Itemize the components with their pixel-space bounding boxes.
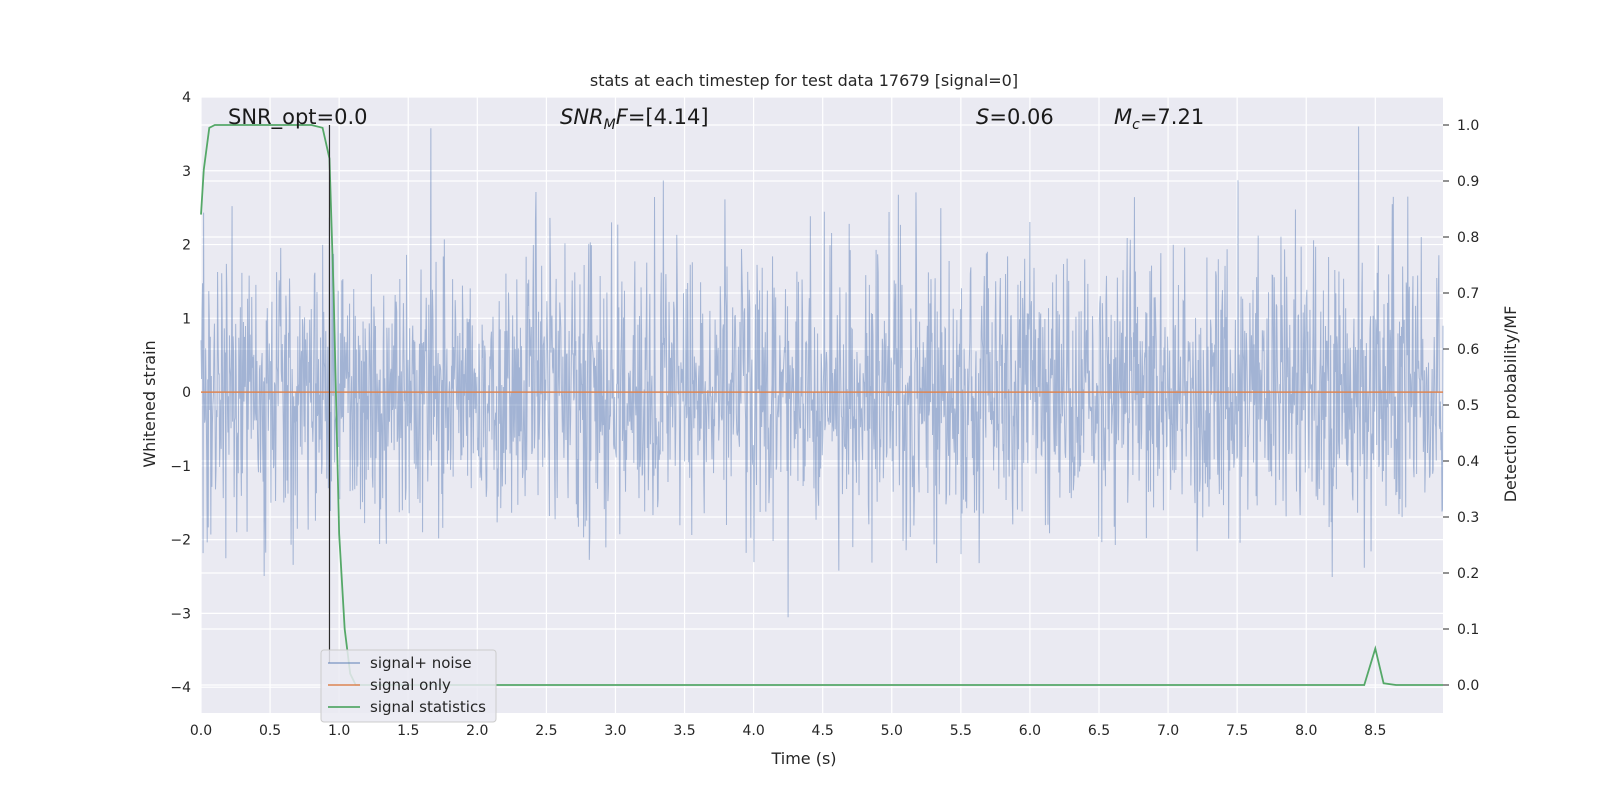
annotation-snr-mf-symbol2: F (616, 105, 629, 129)
annotation-snr-mf-value: =[4.14] (628, 105, 709, 129)
x-tick-label: 0.5 (259, 723, 281, 739)
x-tick-label: 1.0 (328, 723, 350, 739)
annotation-s-value: =0.06 (989, 105, 1053, 129)
x-tick-label: 4.5 (812, 723, 834, 739)
y-left-tick-label: −2 (170, 533, 191, 549)
legend-box (320, 649, 497, 723)
annotation-snr-mf: SNRMF=[4.14] (560, 105, 709, 133)
annotation-snr-opt: SNR_opt=0.0 (228, 105, 368, 130)
y-axis-left-ticks: −4 −3 −2 −1 0 1 2 3 4 (170, 90, 191, 696)
y-left-tick-label: 2 (182, 238, 191, 254)
y-left-tick-label: 1 (182, 311, 191, 327)
legend-label-signal-statistics: signal statistics (370, 698, 486, 716)
y-right-tick-label: 0.4 (1457, 454, 1479, 470)
y-axis-right-label: Detection probability/MF (1501, 306, 1520, 503)
annotation-mc-value: =7.21 (1140, 105, 1204, 129)
x-tick-label: 7.5 (1226, 723, 1248, 739)
y-right-tick-label: 0.5 (1457, 398, 1479, 414)
y-right-tick-label: 0.2 (1457, 566, 1479, 582)
y-right-tick-label: 0.9 (1457, 174, 1479, 190)
y-right-tick-label: 0.8 (1457, 230, 1479, 246)
noise-trace (200, 126, 1444, 618)
annotation-mc-subscript: c (1132, 117, 1140, 133)
x-tick-label: 3.0 (604, 723, 626, 739)
series-signal-plus-noise (200, 126, 1444, 618)
y-axis-right-ticks: 0.0 0.1 0.2 0.3 0.4 0.5 0.6 0.7 0.8 0.9 1.0 (1443, 118, 1479, 694)
y-right-tick-label: 0.6 (1457, 342, 1479, 358)
annotation-snr-mf-symbol: SNR (560, 105, 604, 129)
x-tick-label: 2.0 (466, 723, 488, 739)
x-tick-label: 0.0 (190, 723, 212, 739)
y-right-tick-label: 0.3 (1457, 510, 1479, 526)
y-right-tick-label: 0.7 (1457, 286, 1479, 302)
y-left-tick-label: −1 (170, 459, 191, 475)
x-tick-label: 6.0 (1019, 723, 1041, 739)
y-left-tick-label: −4 (170, 680, 191, 696)
chart-title: stats at each timestep for test data 176… (590, 71, 1018, 90)
y-right-tick-label: 1.0 (1457, 118, 1479, 134)
legend-label-signal-only: signal only (370, 676, 451, 694)
x-axis-ticks: 0.0 0.5 1.0 1.5 2.0 2.5 3.0 3.5 4.0 4.5 5.0 5.5 6.0 6… (190, 723, 1387, 739)
y-left-tick-label: 4 (182, 90, 191, 106)
x-tick-label: 4.0 (742, 723, 764, 739)
legend: signal+ noise signal only signal statist… (320, 649, 497, 723)
y-left-tick-label: 0 (182, 385, 191, 401)
x-axis-label: Time (s) (770, 749, 836, 768)
annotation-mc-symbol: M (1114, 105, 1132, 129)
y-axis-left-label: Whitened strain (140, 340, 159, 467)
x-tick-label: 8.5 (1364, 723, 1386, 739)
annotation-snr-mf-subscript: M (604, 117, 616, 133)
annotation-mc: Mc=7.21 (1114, 105, 1204, 133)
y-left-tick-label: −3 (170, 606, 191, 622)
annotation-s-symbol: S (976, 105, 989, 129)
x-tick-label: 8.0 (1295, 723, 1317, 739)
x-tick-label: 5.0 (881, 723, 903, 739)
x-tick-label: 3.5 (673, 723, 695, 739)
x-tick-label: 6.5 (1088, 723, 1110, 739)
y-right-tick-label: 0.1 (1457, 622, 1479, 638)
x-tick-label: 2.5 (535, 723, 557, 739)
x-tick-label: 7.0 (1157, 723, 1179, 739)
y-right-tick-label: 0.0 (1457, 678, 1479, 694)
x-tick-label: 1.5 (397, 723, 419, 739)
x-tick-label: 5.5 (950, 723, 972, 739)
y-left-tick-label: 3 (182, 164, 191, 180)
annotation-s: S=0.06 (976, 105, 1054, 129)
legend-label-signal-plus-noise: signal+ noise (370, 654, 472, 672)
